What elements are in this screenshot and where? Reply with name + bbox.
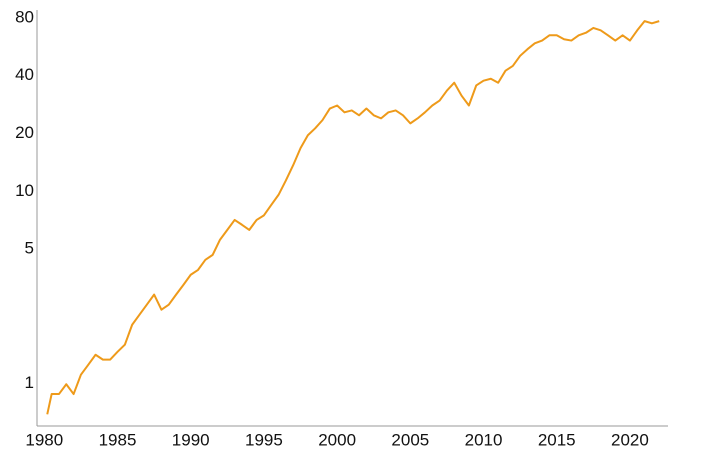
- y-tick-label: 5: [25, 239, 34, 258]
- x-tick-label: 2015: [538, 430, 576, 449]
- x-tick-label: 1985: [99, 430, 137, 449]
- y-tick-label: 1: [25, 373, 34, 392]
- x-tick-label: 1980: [25, 430, 63, 449]
- x-tick-label: 1990: [172, 430, 210, 449]
- x-tick-label: 2000: [318, 430, 356, 449]
- data-line: [46, 20, 660, 415]
- x-tick-label: 2005: [391, 430, 429, 449]
- x-tick-label: 2020: [611, 430, 649, 449]
- y-tick-label: 10: [15, 181, 34, 200]
- x-tick-label: 1995: [245, 430, 283, 449]
- y-tick-label: 80: [15, 7, 34, 26]
- y-tick-label: 20: [15, 123, 34, 142]
- y-tick-label: 40: [15, 65, 34, 84]
- x-tick-label: 2010: [465, 430, 503, 449]
